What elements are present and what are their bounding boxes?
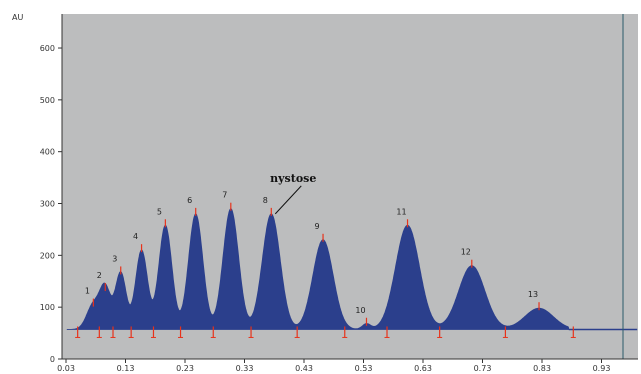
peak-label: 2: [97, 271, 102, 280]
peak-label: 5: [157, 207, 162, 216]
x-tick-label: 0.23: [176, 364, 194, 373]
x-tick-label: 0.03: [57, 364, 75, 373]
x-tick-label: 0.73: [474, 364, 492, 373]
x-tick-label: 0.43: [295, 364, 313, 373]
annotation-label: nystose: [270, 172, 316, 185]
y-tick-label: 300: [40, 200, 55, 209]
trace-area: [66, 208, 570, 330]
x-tick-label: 0.33: [236, 364, 254, 373]
peak-label: 3: [112, 254, 117, 263]
y-tick-label: 500: [40, 96, 55, 105]
peak-label: 6: [187, 196, 192, 205]
peak-label: 11: [396, 207, 406, 216]
y-tick-label: 100: [40, 303, 55, 312]
y-axis-ticks: 0 100 200 300 400 500 600: [40, 44, 62, 364]
x-tick-label: 0.13: [117, 364, 135, 373]
x-tick-label: 0.53: [355, 364, 373, 373]
y-tick-label: 0: [50, 355, 55, 364]
peak-label: 10: [355, 306, 365, 315]
y-tick-label: 200: [40, 251, 55, 260]
peak-label: 8: [263, 196, 268, 205]
x-tick-label: 0.93: [593, 364, 611, 373]
x-tick-label: 0.83: [533, 364, 551, 373]
annotations: nystose: [270, 172, 316, 215]
peak-label: 12: [461, 248, 471, 257]
annotation-leader-line: [274, 185, 302, 215]
x-axis-ticks: 0.03 0.13 0.23 0.33 0.43 0.53 0.63 0.73 0.83 0.93: [57, 359, 610, 373]
integration-markers: [75, 202, 576, 338]
y-axis-label: AU: [12, 13, 23, 22]
y-tick-label: 400: [40, 148, 55, 157]
x-tick-label: 0.63: [414, 364, 432, 373]
y-tick-label: 600: [40, 44, 55, 53]
chromatogram-trace: [66, 208, 638, 331]
peak-label: 4: [133, 232, 138, 241]
peak-label: 1: [85, 287, 90, 296]
peak-label: 9: [314, 222, 319, 231]
peak-label: 13: [528, 290, 538, 299]
peak-label: 7: [222, 191, 227, 200]
